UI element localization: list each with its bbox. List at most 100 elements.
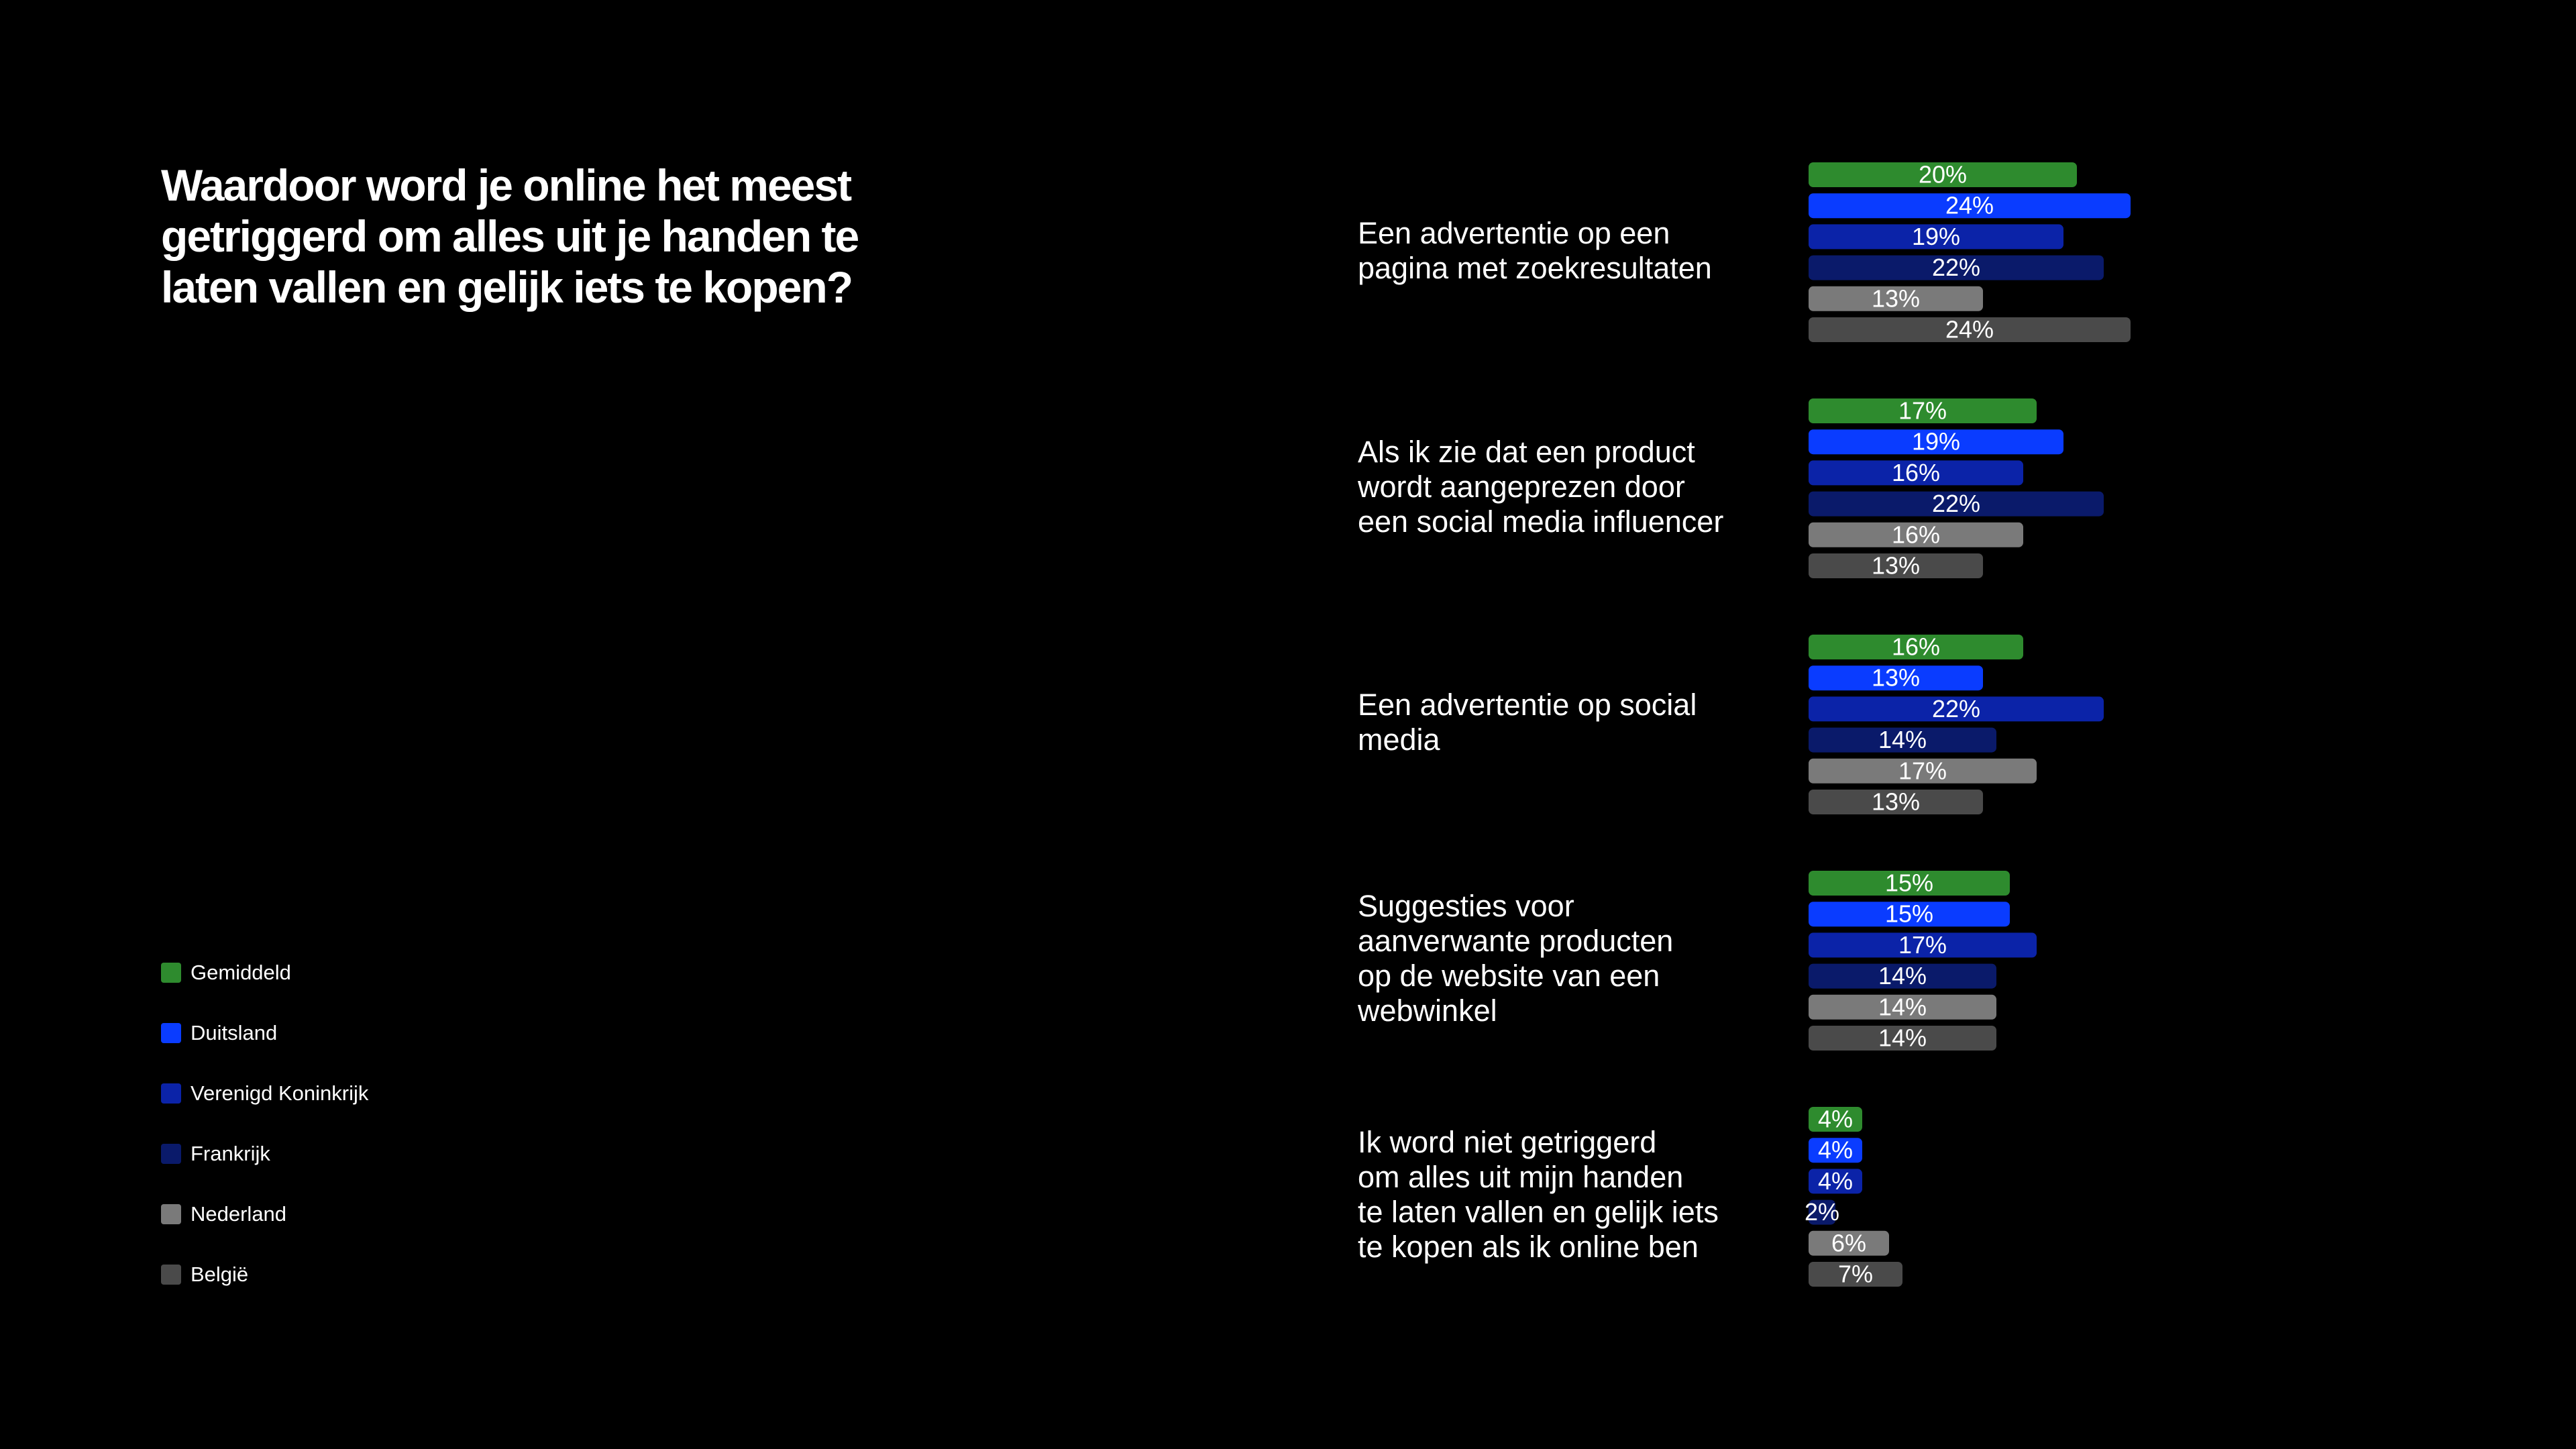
bar: [1809, 790, 1983, 814]
bar: [1809, 1199, 1835, 1225]
title-line: Waardoor word je online het meest: [161, 160, 852, 210]
bar: [1809, 871, 2010, 896]
legend-item-frankrijk: Frankrijk: [161, 1140, 270, 1167]
bar-value-label: 13%: [1872, 664, 1920, 692]
bar: [1809, 398, 2037, 423]
title-line: laten vallen en gelijk iets te kopen?: [161, 262, 853, 312]
bar: [1809, 902, 2010, 927]
category-label-line: om alles uit mijn handen: [1358, 1160, 1684, 1194]
category-label-influencer: Als ik zie dat een product wordt aangepr…: [1358, 435, 1787, 539]
bar: [1809, 665, 1983, 691]
category-label-line: Ik word niet getriggerd: [1358, 1125, 1657, 1159]
bar: [1809, 994, 1996, 1020]
legend-item-nederland: Nederland: [161, 1201, 286, 1228]
legend-swatch: [161, 1144, 181, 1164]
bar-value-label: 16%: [1892, 459, 1940, 486]
legend-swatch: [161, 1204, 181, 1224]
legend-label: Nederland: [191, 1202, 287, 1226]
title-line: getriggerd om alles uit je handen te: [161, 211, 859, 261]
bar-value-label: 14%: [1878, 1024, 1927, 1052]
bar-value-label: 13%: [1872, 788, 1920, 816]
bar-value-label: 17%: [1898, 931, 1947, 959]
bar: [1809, 1107, 1862, 1132]
category-label-line: Een advertentie op een: [1358, 216, 1670, 250]
bar-value-label: 22%: [1932, 254, 1980, 281]
bar: [1809, 553, 1983, 578]
legend-item-belgie: België: [161, 1261, 248, 1288]
legend-swatch: [161, 1083, 181, 1104]
bar-value-label: 24%: [1945, 316, 1994, 343]
bar: [1809, 193, 2131, 219]
legend-item-verenigd-koninkrijk: Verenigd Koninkrijk: [161, 1080, 368, 1107]
bar: [1809, 224, 2063, 250]
category-label-line: Een advertentie op social: [1358, 688, 1697, 722]
bar-value-label: 19%: [1912, 428, 1960, 455]
category-label-zoekresultaten: Een advertentie op een pagina met zoekre…: [1358, 216, 1787, 286]
category-label-line: media: [1358, 722, 1440, 757]
legend-swatch: [161, 963, 181, 983]
bar: [1809, 635, 2023, 659]
bar-value-label: 17%: [1898, 757, 1947, 784]
bar: [1809, 1230, 1889, 1256]
bar: [1809, 963, 1996, 989]
legend-swatch: [161, 1265, 181, 1285]
legend-label: Frankrijk: [191, 1142, 270, 1165]
bar-value-label: 24%: [1945, 192, 1994, 219]
bar-value-label: 4%: [1818, 1106, 1853, 1133]
bar-value-label: 14%: [1878, 962, 1927, 989]
bar-value-label: 16%: [1892, 633, 1940, 661]
legend-label: Duitsland: [191, 1021, 278, 1044]
category-label-webwinkel: Suggesties voor aanverwante producten op…: [1358, 889, 1787, 1028]
bar-value-label: 13%: [1872, 552, 1920, 580]
category-label-line: op de website van een: [1358, 959, 1660, 993]
bar-value-label: 13%: [1872, 284, 1920, 312]
legend-item-gemiddeld: Gemiddeld: [161, 959, 291, 986]
bar-value-label: 4%: [1818, 1167, 1853, 1195]
bar-value-label: 22%: [1932, 490, 1980, 517]
category-label-line: Suggesties voor: [1358, 889, 1574, 923]
bar: [1809, 1138, 1862, 1163]
legend-swatch: [161, 1023, 181, 1043]
bar-value-label: 14%: [1878, 993, 1927, 1020]
bar-value-label: 20%: [1919, 161, 1967, 189]
bar-value-label: 15%: [1885, 900, 1933, 928]
category-label-line: te kopen als ik online ben: [1358, 1230, 1699, 1264]
bar: [1809, 727, 1996, 753]
bar-value-label: 7%: [1838, 1260, 1873, 1288]
bar: [1809, 758, 2037, 784]
category-label-line: pagina met zoekresultaten: [1358, 251, 1712, 285]
category-label-line: een social media influencer: [1358, 504, 1724, 539]
category-label-social-media: Een advertentie op social media: [1358, 688, 1787, 757]
legend-label: Gemiddeld: [191, 961, 291, 984]
bar: [1809, 1026, 1996, 1051]
category-label-line: aanverwante producten: [1358, 924, 1674, 958]
legend-item-duitsland: Duitsland: [161, 1020, 277, 1046]
category-label-line: Als ik zie dat een product: [1358, 435, 1695, 469]
bar-value-label: 2%: [1805, 1198, 1839, 1226]
bar: [1809, 460, 2023, 486]
legend-label: België: [191, 1263, 249, 1286]
bar-value-label: 22%: [1932, 695, 1980, 722]
bar: [1809, 696, 2104, 722]
bar: [1809, 932, 2037, 958]
category-label-line: webwinkel: [1358, 994, 1497, 1028]
category-label-line: wordt aangeprezen door: [1358, 470, 1685, 504]
bar: [1809, 429, 2063, 455]
bar: [1809, 162, 2077, 187]
category-label-niet-getriggerd: Ik word niet getriggerd om alles uit mij…: [1358, 1125, 1787, 1265]
bar-value-label: 17%: [1898, 397, 1947, 425]
bar: [1809, 1169, 1862, 1194]
bar-value-label: 14%: [1878, 726, 1927, 753]
category-label-line: te laten vallen en gelijk iets: [1358, 1195, 1719, 1229]
bar-value-label: 15%: [1885, 869, 1933, 897]
bar: [1809, 1262, 1902, 1287]
bar: [1809, 522, 2023, 547]
bar: [1809, 255, 2104, 280]
bar-value-label: 16%: [1892, 521, 1940, 548]
bar: [1809, 286, 1983, 311]
bar-value-label: 4%: [1818, 1136, 1853, 1164]
bar-value-label: 19%: [1912, 223, 1960, 250]
bar-value-label: 6%: [1831, 1229, 1866, 1256]
page-title: Waardoor word je online het meest getrig…: [161, 160, 899, 313]
